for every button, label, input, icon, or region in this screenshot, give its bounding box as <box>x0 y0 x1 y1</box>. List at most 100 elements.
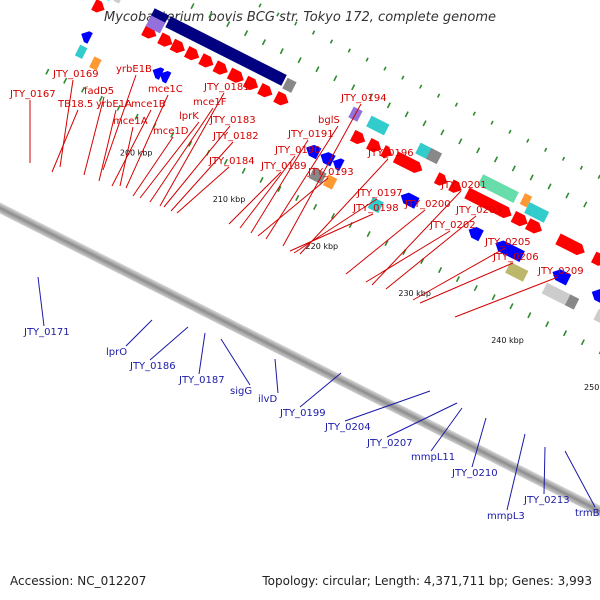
gene-label[interactable]: JTY_0189 <box>260 161 307 172</box>
gene-label[interactable]: JTY_0193 <box>307 167 354 178</box>
label-leader <box>454 276 559 318</box>
tick-dot <box>190 3 195 10</box>
tick-dot <box>226 21 231 28</box>
tick-dot <box>527 312 532 319</box>
cog-box <box>505 261 529 282</box>
gene-label[interactable]: JTY_0205 <box>484 237 531 248</box>
label-leader <box>239 155 296 229</box>
forward-gene <box>226 67 244 83</box>
gene-label[interactable]: JTY_0203 <box>455 205 502 216</box>
gene-label[interactable]: yrbE1A <box>96 99 132 110</box>
tick-dot <box>386 102 391 109</box>
forward-gene <box>555 233 585 256</box>
gene-label[interactable]: JTY_0202 <box>429 220 476 231</box>
tick-dot <box>493 156 499 163</box>
gene-label[interactable]: JTY_0187 <box>178 375 225 386</box>
tick-dot <box>508 129 512 134</box>
gene-label[interactable]: mce1A <box>113 116 148 127</box>
gene-label[interactable]: JTY_0198 <box>352 203 399 214</box>
accession-text: Accession: NC_012207 <box>10 574 147 588</box>
gene-label[interactable]: JTY_0191 <box>287 129 334 140</box>
gene-label[interactable]: yrbE1B <box>116 64 152 75</box>
gene-label[interactable]: lprK <box>179 111 199 122</box>
gene-label[interactable]: JTY_0206 <box>492 252 539 263</box>
gene-label[interactable]: mmpL11 <box>411 452 455 463</box>
gene-label[interactable]: JTY_0210 <box>451 468 498 479</box>
gene-label[interactable]: JTY_0169 <box>52 69 99 80</box>
tick-dot <box>580 339 585 346</box>
cog-box <box>145 15 166 34</box>
label-leader <box>132 136 174 197</box>
gene-label[interactable]: ilvD <box>258 394 277 405</box>
label-leader-lines <box>29 74 596 511</box>
gene-label[interactable]: mce1F <box>193 97 227 108</box>
cog-box <box>477 174 519 203</box>
cog-box <box>425 148 443 165</box>
tick-dot <box>579 165 583 170</box>
gene-label[interactable]: JTY_0186 <box>129 361 176 372</box>
gene-label[interactable]: JTY_0190 <box>274 145 321 156</box>
gene-label[interactable]: mce1D <box>153 126 189 137</box>
label-leader <box>176 166 230 214</box>
gene-label[interactable]: JTY_0182 <box>212 131 259 142</box>
label-leader <box>293 198 378 254</box>
tick-dot <box>80 86 86 93</box>
forward-gene <box>183 45 200 61</box>
label-leader <box>289 213 374 252</box>
label-leader <box>51 109 79 173</box>
label-leader <box>139 121 200 199</box>
cog-box <box>524 202 550 223</box>
tick-dot <box>565 192 570 199</box>
gene-label[interactable]: JTY_0207 <box>366 438 413 449</box>
tick-dot <box>259 176 264 183</box>
reverse-gene <box>400 192 420 209</box>
gene-label[interactable]: TB18.5 <box>57 99 93 110</box>
gene-label[interactable]: JTY_0167 <box>9 89 56 100</box>
gene-label[interactable]: JTY_0196 <box>367 148 414 159</box>
gene-label[interactable]: JTY_0171 <box>23 327 70 338</box>
label-leader <box>111 109 152 187</box>
gene-label[interactable]: JTY_0201 <box>440 180 487 191</box>
gene-label[interactable]: mce1C <box>148 84 183 95</box>
gene-label[interactable]: JTY_0204 <box>324 422 371 433</box>
label-leader <box>365 230 451 283</box>
tick-dot <box>243 30 249 37</box>
tick-dot <box>365 57 369 62</box>
backbone <box>0 185 600 538</box>
gene-label[interactable]: lprO <box>106 347 127 358</box>
gene-label[interactable]: JTY_0200 <box>404 199 451 210</box>
gene-label[interactable]: JTY_0199 <box>279 408 326 419</box>
cog-box <box>165 16 287 86</box>
gene-label[interactable]: JTY_0194 <box>340 93 387 104</box>
gene-label[interactable]: JTY_0181 <box>203 82 250 93</box>
gene-label[interactable]: trmB <box>575 508 600 519</box>
gene-label[interactable]: mce1B <box>131 99 166 110</box>
reverse-gene <box>159 70 172 84</box>
label-leader <box>228 171 282 225</box>
label-leader <box>282 103 362 247</box>
cog-box <box>74 44 88 59</box>
gene-label[interactable]: JTY_0184 <box>208 156 255 167</box>
scale-tick-label: 200 kbp <box>120 148 153 157</box>
gene-label[interactable]: JTY_0197 <box>356 188 403 199</box>
gene-label[interactable]: JTY_0213 <box>523 495 570 506</box>
tick-dot <box>297 57 302 64</box>
scale-tick-label: 210 kbp <box>213 195 246 204</box>
tick-dot <box>261 39 266 46</box>
gene-label[interactable]: fadD5 <box>84 86 114 97</box>
label-leader <box>299 158 389 255</box>
tick-dot <box>315 66 320 73</box>
reverse-gene <box>332 158 345 171</box>
gene-label[interactable]: bglS <box>318 115 340 126</box>
forward-gene <box>448 179 462 193</box>
gene-label[interactable]: JTY_0183 <box>209 115 256 126</box>
cog-box <box>541 282 571 306</box>
reverse-gene <box>81 31 93 44</box>
gene-label[interactable]: mmpL3 <box>487 511 525 522</box>
tick-dot <box>295 194 300 201</box>
gene-label[interactable]: sigG <box>230 386 252 397</box>
gene-label[interactable]: JTY_0209 <box>537 266 584 277</box>
forward-gene <box>464 187 512 219</box>
forward-gene <box>433 172 448 186</box>
